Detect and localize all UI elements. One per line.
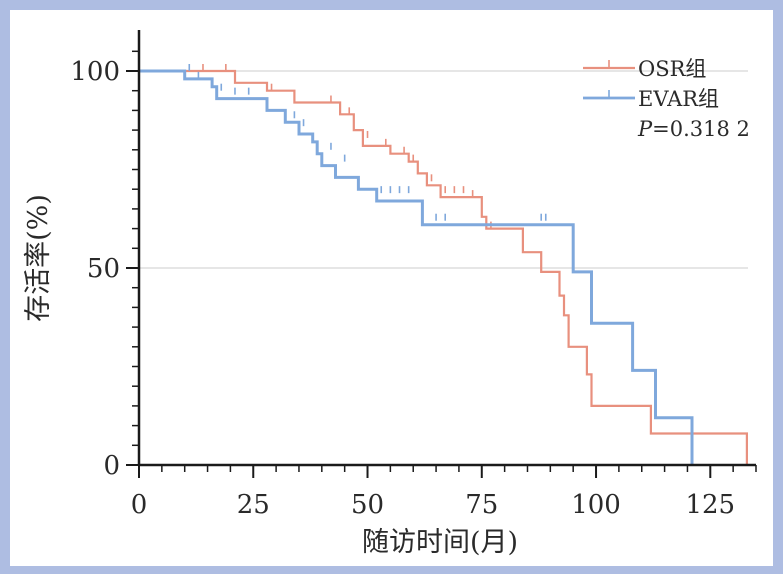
series-line-osr	[139, 69, 748, 465]
legend: OSR组 EVAR组 P=0.318 2	[583, 57, 750, 141]
x-tick-label-2: 50	[351, 490, 384, 520]
x-tick-label-4: 100	[571, 490, 621, 520]
axis-layer: 0 25 50 75 100 125 0 50 100	[70, 30, 757, 520]
series-layer	[139, 64, 748, 465]
legend-label-osr: OSR组	[638, 57, 706, 81]
x-tick-label-3: 75	[465, 490, 498, 520]
x-tick-label-5: 125	[685, 490, 735, 520]
y-tick-label-1: 50	[87, 254, 120, 284]
p-value-annotation: P=0.318 2	[637, 117, 750, 141]
y-axis-label: 存活率(%)	[23, 194, 54, 322]
y-tick-label-2: 100	[70, 57, 120, 87]
x-tick-label-0: 0	[131, 490, 148, 520]
legend-label-evar: EVAR组	[638, 87, 719, 111]
y-tick-label-0: 0	[103, 451, 120, 481]
p-value-symbol: P	[637, 117, 653, 141]
series-line-evar	[139, 69, 694, 465]
grid-layer	[139, 70, 748, 269]
x-tick-label-1: 25	[237, 490, 270, 520]
p-value-text: =0.318 2	[652, 117, 750, 141]
x-axis-label: 随访时间(月)	[362, 527, 518, 558]
